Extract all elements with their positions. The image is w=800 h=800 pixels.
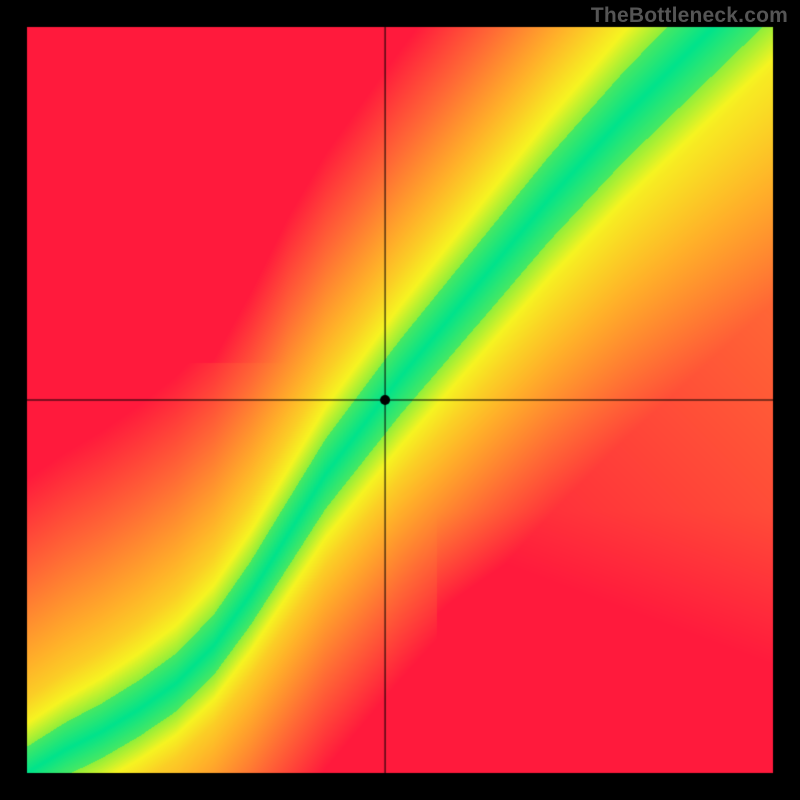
heatmap-canvas	[0, 0, 800, 800]
chart-container: TheBottleneck.com	[0, 0, 800, 800]
watermark-text: TheBottleneck.com	[591, 4, 788, 28]
